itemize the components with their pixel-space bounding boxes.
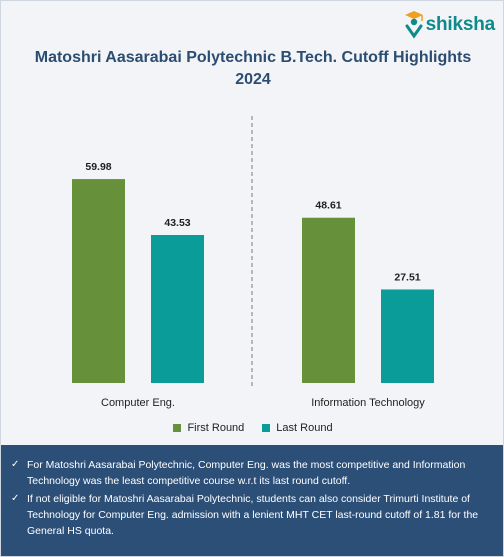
legend-label-first-round: First Round xyxy=(187,422,245,434)
legend: First Round Last Round xyxy=(1,422,503,434)
data-label: 59.98 xyxy=(85,161,111,173)
data-label: 27.51 xyxy=(394,271,420,283)
data-label: 43.53 xyxy=(164,217,190,229)
insight-text: For Matoshri Aasarabai Polytechnic, Comp… xyxy=(27,459,466,487)
category-label: Computer Eng. xyxy=(101,397,175,409)
category-label: Information Technology xyxy=(311,397,425,409)
chart-title: Matoshri Aasarabai Polytechnic B.Tech. C… xyxy=(34,49,472,88)
legend-item-first-round: First Round xyxy=(173,422,244,434)
bar-first-round-information-technology xyxy=(302,217,355,383)
insight-item: ✓ If not eligible for Matoshri Aasarabai… xyxy=(11,491,489,539)
bar-first-round-computer-eng xyxy=(72,179,125,383)
bar-last-round-information-technology xyxy=(381,289,434,383)
bar-last-round-computer-eng xyxy=(151,234,204,383)
legend-swatch-first-round xyxy=(173,424,182,432)
data-label: 48.61 xyxy=(315,200,341,212)
legend-label-last-round: Last Round xyxy=(276,422,333,434)
legend-swatch-last-round xyxy=(262,424,271,432)
bar-chart: 59.98 43.53 Computer Eng. 48.61 27.51 Informa… xyxy=(72,116,434,409)
graduate-figure-icon xyxy=(404,11,423,39)
insights-panel: ✓ For Matoshri Aasarabai Polytechnic, Co… xyxy=(1,445,503,556)
checkmark-icon: ✓ xyxy=(11,459,20,470)
checkmark-icon: ✓ xyxy=(11,493,20,504)
legend-item-last-round: Last Round xyxy=(262,422,333,434)
insight-text: If not eligible for Matoshri Aasarabai P… xyxy=(27,493,479,537)
insight-item: ✓ For Matoshri Aasarabai Polytechnic, Co… xyxy=(11,457,489,489)
brand-name: shiksha xyxy=(425,14,496,35)
shiksha-logo[interactable]: shiksha xyxy=(403,7,495,43)
